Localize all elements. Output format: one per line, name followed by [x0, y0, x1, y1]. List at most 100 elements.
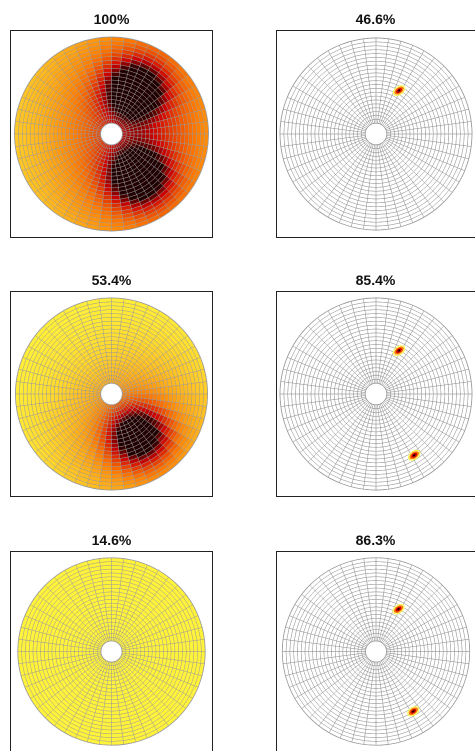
mesh-cell: [324, 197, 337, 208]
mesh-cell: [81, 647, 87, 652]
mesh-cell: [340, 84, 350, 92]
mesh-cell: [375, 179, 383, 184]
mesh-cell: [348, 363, 356, 371]
mesh-cell: [319, 463, 333, 475]
mesh-cell: [312, 108, 320, 119]
mesh-cell: [145, 388, 150, 395]
mesh-cell: [345, 366, 353, 374]
mesh-cell: [450, 154, 458, 167]
mesh-cell: [129, 651, 134, 655]
mesh-cell: [344, 55, 357, 64]
mesh-cell: [108, 412, 112, 417]
mesh-cell: [391, 147, 398, 153]
mesh-cell: [106, 95, 112, 101]
mesh-cell: [302, 187, 314, 200]
mesh-cell: [357, 112, 363, 119]
mesh-cell: [290, 155, 299, 169]
mesh-cell: [302, 342, 313, 355]
mesh-cell: [442, 104, 451, 116]
mesh-cell: [398, 475, 412, 484]
mesh-cell: [421, 50, 435, 62]
mesh-cell: [315, 101, 324, 111]
mesh-cell: [121, 393, 127, 397]
mesh-cell: [398, 403, 405, 410]
mesh-cell: [160, 133, 166, 142]
mesh-cell: [400, 70, 411, 78]
disc-plot-frame: [10, 551, 213, 751]
mesh-cell: [375, 91, 382, 97]
mesh-cell: [345, 443, 355, 451]
mesh-cell: [421, 310, 435, 322]
mesh-cell: [105, 171, 112, 177]
mesh-cell: [318, 133, 324, 142]
mesh-cell: [440, 449, 453, 463]
mesh-cell: [295, 337, 307, 351]
mesh-cell: [348, 103, 356, 111]
mesh-cell: [313, 323, 325, 335]
mesh-cell: [322, 133, 328, 142]
mesh-cell: [429, 196, 442, 208]
center-hole: [100, 122, 123, 146]
mesh-cell: [294, 101, 302, 114]
mesh-cell: [111, 351, 118, 357]
mesh-cell: [106, 355, 112, 361]
mesh-cell: [151, 645, 157, 652]
mesh-cell: [369, 179, 377, 184]
mesh-cell: [111, 595, 120, 601]
mesh-cell: [111, 95, 117, 101]
annular-mesh-plot: [279, 37, 473, 231]
mesh-cell: [105, 91, 112, 97]
mesh-cell: [396, 375, 403, 382]
mesh-cell: [109, 661, 112, 667]
mesh-cell: [375, 84, 383, 89]
mesh-cell: [428, 157, 437, 167]
mesh-cell: [424, 66, 437, 78]
mesh-cell: [319, 363, 327, 373]
mesh-cell: [299, 449, 312, 463]
mesh-cell: [341, 129, 347, 135]
mesh-cell: [375, 431, 382, 437]
mesh-cell: [385, 156, 392, 163]
mesh-cell: [341, 308, 355, 317]
mesh-cell: [104, 699, 112, 704]
mesh-cell: [375, 99, 381, 105]
mesh-cell: [415, 60, 428, 71]
mesh-cell: [388, 367, 395, 374]
mesh-cell: [84, 130, 90, 135]
mesh-cell: [341, 190, 352, 198]
mesh-cell: [435, 160, 444, 171]
mesh-cell: [307, 458, 321, 471]
mesh-cell: [61, 387, 67, 395]
mesh-cell: [375, 423, 381, 429]
mesh-cell: [391, 70, 402, 78]
mesh-cell: [371, 423, 377, 429]
mesh-cell: [354, 115, 361, 121]
mesh-cell: [305, 105, 313, 117]
mesh-cell: [349, 130, 355, 135]
mesh-cell: [453, 415, 462, 429]
mesh-cell: [413, 388, 419, 395]
mesh-cell: [354, 147, 361, 153]
mesh-cell: [375, 107, 380, 113]
mesh-cell: [70, 645, 76, 652]
mesh-cell: [307, 198, 321, 211]
mesh-cell: [424, 190, 437, 202]
mesh-cell: [111, 87, 118, 93]
mesh-cell: [157, 127, 162, 135]
mesh-cell: [108, 669, 112, 674]
mesh-cell: [326, 133, 331, 141]
mesh-cell: [62, 644, 68, 652]
mesh-cell: [111, 107, 116, 112]
mesh-cell: [422, 329, 434, 341]
mesh-cell: [375, 355, 382, 361]
mesh-cell: [405, 133, 411, 139]
mesh-cell: [396, 208, 409, 216]
mesh-cell: [297, 362, 306, 375]
mesh-cell: [368, 442, 377, 448]
mesh-cell: [389, 372, 395, 379]
mesh-cell: [427, 453, 439, 465]
mesh-cell: [398, 215, 412, 224]
mesh-cell: [397, 152, 404, 159]
annular-mesh-plot: [17, 557, 206, 746]
mesh-cell: [106, 359, 112, 365]
